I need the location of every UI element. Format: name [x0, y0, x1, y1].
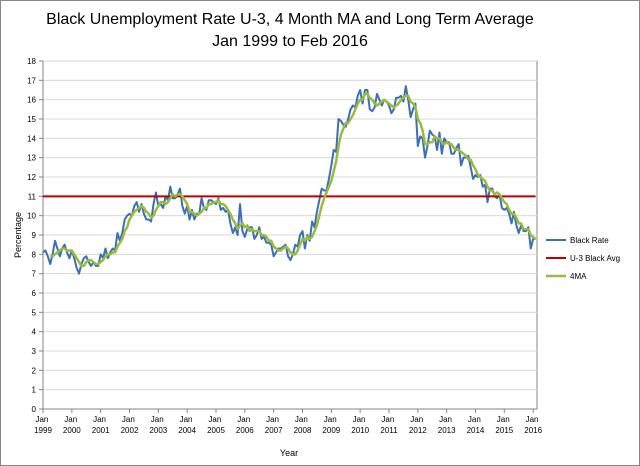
y-tick-label: 8: [32, 250, 37, 259]
plot: [42, 85, 537, 275]
x-tick-label: Jan 2008: [294, 415, 312, 435]
x-tick-label: Jan 2005: [207, 415, 225, 435]
y-tick-label: 1: [32, 386, 37, 395]
x-tick-label: Jan 2007: [265, 415, 283, 435]
y-tick-label: 2: [32, 366, 37, 375]
y-tick-label: 10: [27, 212, 36, 221]
x-tick-label: Jan 2009: [322, 415, 340, 435]
x-tick-label: Jan 2006: [236, 415, 254, 435]
y-tick-label: 18: [27, 57, 36, 66]
legend-label: U-3 Black Avg: [570, 254, 620, 263]
chart-title: Black Unemployment Rate U-3, 4 Month MA …: [46, 11, 534, 28]
x-tick-label: Jan 2012: [409, 415, 427, 435]
x-tick-label: Jan 2002: [121, 415, 139, 435]
series-line: [42, 85, 536, 275]
chart-subtitle: Jan 1999 to Feb 2016: [212, 33, 368, 50]
x-axis-label: Year: [280, 448, 298, 458]
y-tick-label: 3: [32, 347, 37, 356]
y-tick-label: 7: [32, 270, 37, 279]
x-tick-label: Jan 2011: [380, 415, 398, 435]
y-tick-label: 5: [32, 308, 37, 317]
y-tick-label: 14: [27, 134, 36, 143]
x-tick-label: Jan 2003: [149, 415, 167, 435]
x-tick-label: Jan 2010: [351, 415, 369, 435]
x-tick-label: Jan 1999: [34, 415, 52, 435]
y-tick-label: 0: [32, 405, 37, 414]
y-tick-label: 4: [32, 328, 37, 337]
y-tick-label: 15: [27, 115, 36, 124]
x-tick-label: Jan 2016: [524, 415, 542, 435]
legend-label: Black Rate: [570, 236, 609, 245]
x-tick-label: Jan 2013: [438, 415, 456, 435]
y-tick-label: 11: [28, 192, 37, 201]
y-tick-label: 17: [27, 76, 36, 85]
legend-label: 4MA: [570, 272, 587, 281]
y-tick-label: 12: [27, 173, 36, 182]
x-tick-label: Jan 2015: [495, 415, 513, 435]
y-tick-label: 9: [32, 231, 37, 240]
y-tick-label: 13: [27, 154, 36, 163]
x-tick-label: Jan 2004: [178, 415, 196, 435]
x-tick-label: Jan 2001: [92, 415, 110, 435]
x-tick-label: Jan 2000: [63, 415, 81, 435]
legend: Black Rate U-3 Black Avg 4MA: [546, 236, 620, 281]
y-tick-label: 16: [27, 96, 36, 105]
series-line: [50, 92, 537, 268]
y-tick-label: 6: [32, 289, 37, 298]
y-axis-label: Percentage: [13, 212, 23, 258]
x-tick-label: Jan 2014: [467, 415, 485, 435]
